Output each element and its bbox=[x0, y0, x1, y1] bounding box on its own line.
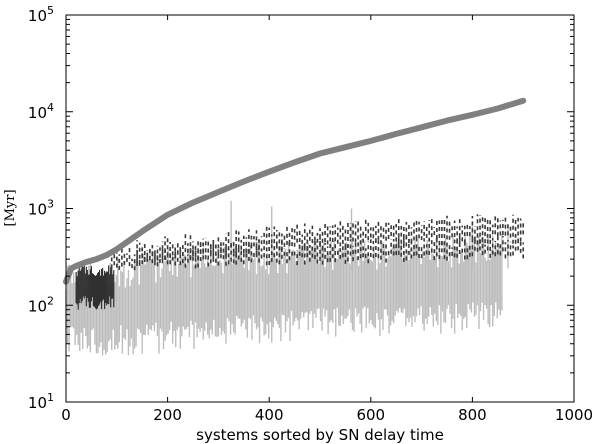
axis-ticks-group bbox=[65, 14, 575, 403]
y-tick-label: 101 bbox=[28, 391, 54, 412]
dark-grey-segments-group bbox=[75, 265, 115, 310]
x-axis-label: systems sorted by SN delay time bbox=[196, 426, 444, 444]
y-tick-label: 105 bbox=[28, 4, 54, 25]
y-tick-label: 102 bbox=[28, 294, 54, 315]
x-tick-labels-group: 0 200 400 600 800 1000 bbox=[61, 406, 593, 424]
x-tick-label: 600 bbox=[356, 406, 385, 424]
x-tick-label: 200 bbox=[153, 406, 182, 424]
dashed-segments-group bbox=[110, 213, 525, 271]
y-tick-label: 104 bbox=[28, 101, 54, 122]
light-grey-segments-group bbox=[65, 200, 509, 356]
x-tick-label: 1000 bbox=[555, 406, 593, 424]
y-tick-labels-group: 101 102 103 104 105 bbox=[28, 4, 54, 412]
x-tick-label: 0 bbox=[61, 406, 71, 424]
x-tick-label: 400 bbox=[255, 406, 284, 424]
y-axis-label: [Myr] bbox=[3, 189, 18, 226]
delay-curve-group bbox=[63, 97, 527, 285]
sn-delay-curve bbox=[63, 97, 527, 285]
x-tick-label: 800 bbox=[458, 406, 487, 424]
y-tick-label: 103 bbox=[28, 198, 54, 219]
